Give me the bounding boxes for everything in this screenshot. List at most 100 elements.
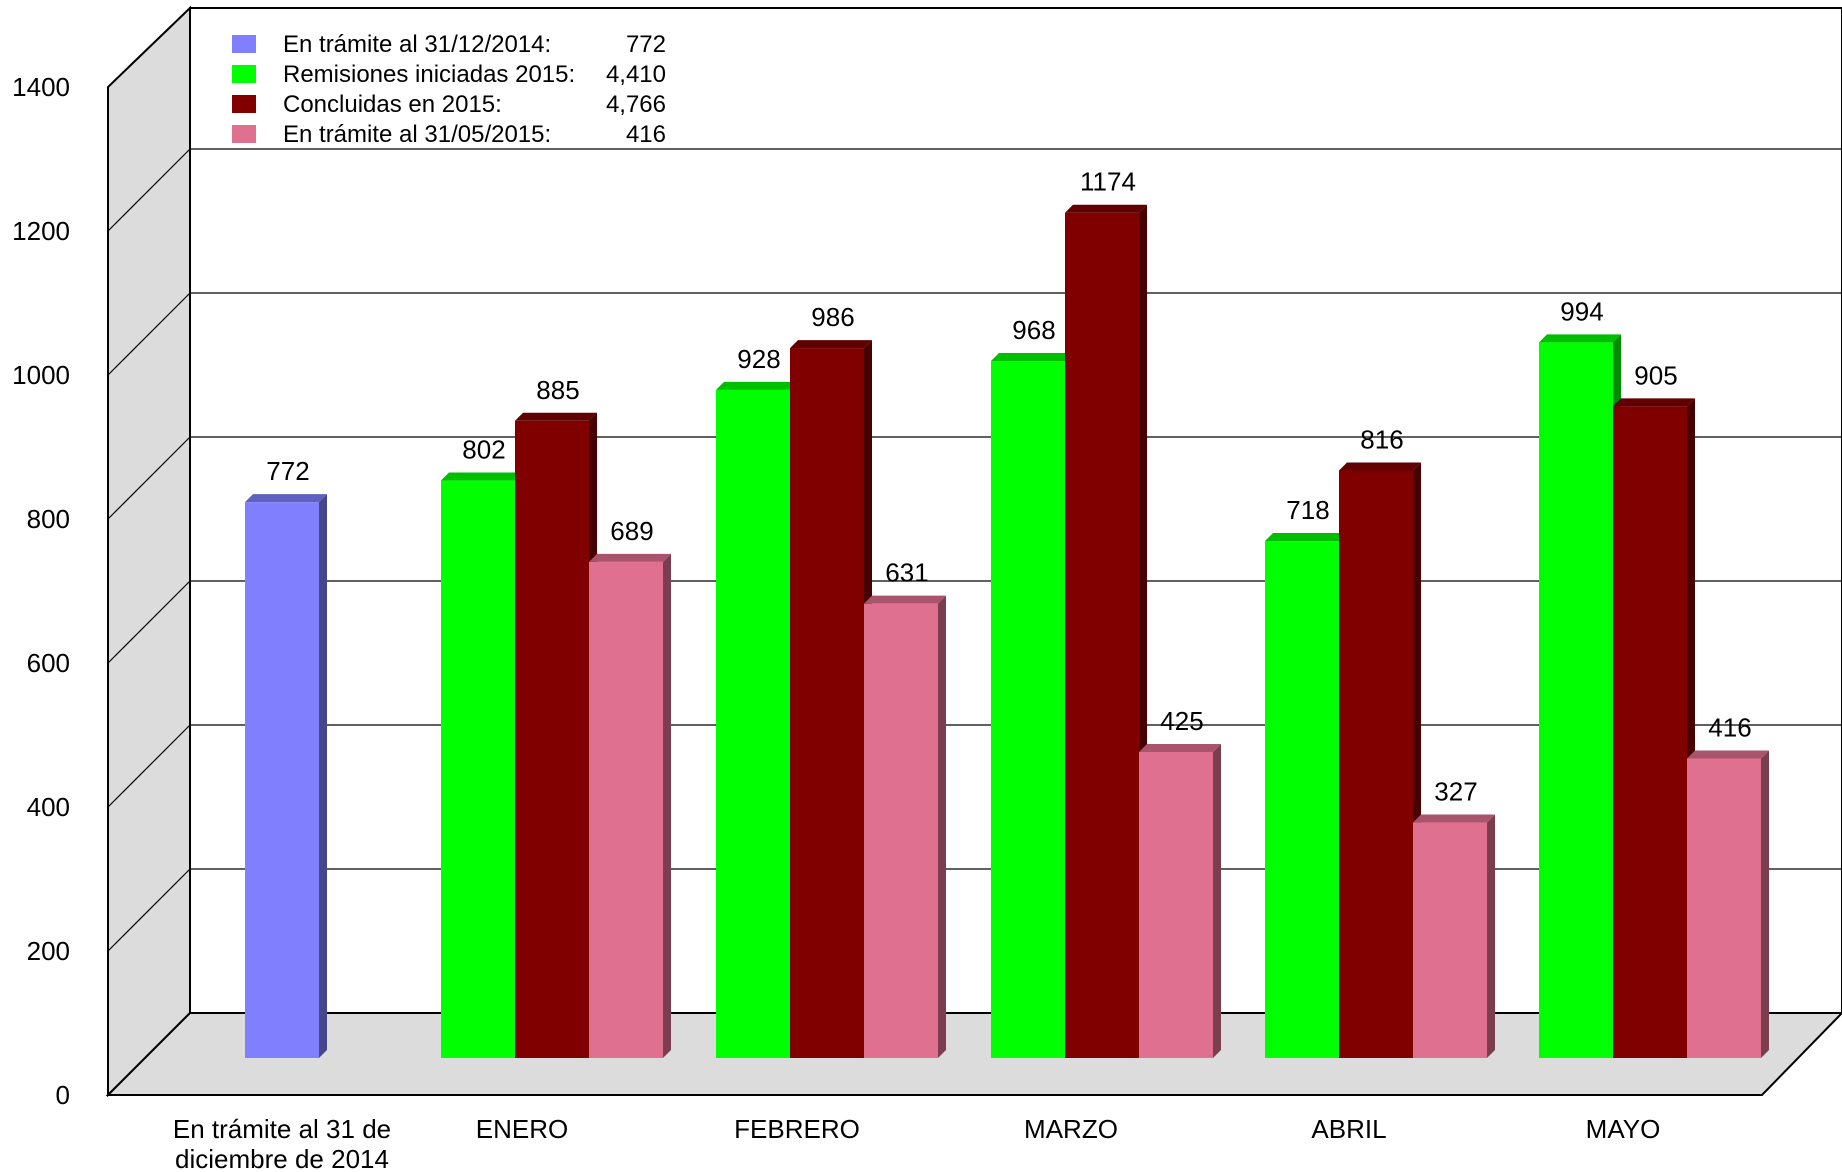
data-label: 327 bbox=[1434, 777, 1477, 807]
data-label: 802 bbox=[462, 435, 505, 465]
category-label-line: ABRIL bbox=[1311, 1114, 1386, 1144]
category-label: MAYO bbox=[1586, 1114, 1661, 1144]
bar-front bbox=[864, 603, 938, 1058]
category-label-line: MARZO bbox=[1024, 1114, 1118, 1144]
bar-side bbox=[663, 553, 671, 1058]
bar-front bbox=[790, 348, 864, 1059]
data-label: 1174 bbox=[1080, 167, 1136, 197]
bar-side bbox=[1213, 744, 1221, 1058]
bar-top bbox=[441, 472, 523, 481]
category-label: FEBRERO bbox=[734, 1114, 860, 1144]
data-label: 986 bbox=[811, 302, 854, 332]
y-tick-label: 1000 bbox=[12, 360, 70, 390]
bar-3-2 bbox=[1065, 204, 1147, 1059]
category-label-line: ENERO bbox=[476, 1114, 568, 1144]
legend-total: 4,410 bbox=[606, 61, 666, 88]
bar-front bbox=[1339, 470, 1413, 1059]
bar-front bbox=[991, 361, 1065, 1058]
bar-front bbox=[515, 420, 589, 1058]
bar-front bbox=[1687, 758, 1761, 1058]
y-tick-label: 0 bbox=[56, 1080, 70, 1110]
y-tick-label: 800 bbox=[27, 504, 70, 534]
bar-top bbox=[1687, 750, 1769, 759]
legend-swatch bbox=[232, 35, 256, 53]
bar-top bbox=[716, 381, 798, 390]
category-label: ENERO bbox=[476, 1114, 568, 1144]
bar-side bbox=[1761, 750, 1769, 1058]
legend-label: En trámite al 31/12/2014: bbox=[283, 31, 551, 58]
bar-top bbox=[1065, 204, 1147, 213]
bar-front bbox=[589, 561, 663, 1058]
bar-5-3 bbox=[1687, 750, 1769, 1058]
bar-top bbox=[1139, 744, 1221, 752]
category-label-line: FEBRERO bbox=[734, 1114, 860, 1144]
legend-label: Remisiones iniciadas 2015: bbox=[283, 61, 575, 88]
bar-top bbox=[1613, 398, 1695, 407]
bar-top bbox=[1265, 533, 1347, 542]
category-label-line: En trámite al 31 de bbox=[173, 1114, 391, 1144]
category-label: En trámite al 31 de diciembre de 2014 bbox=[173, 1114, 391, 1172]
bar-2-2 bbox=[790, 340, 872, 1059]
bar-top bbox=[1339, 462, 1421, 471]
bar-side bbox=[938, 595, 946, 1058]
bar-front bbox=[1139, 752, 1213, 1058]
bar-1-3 bbox=[589, 553, 671, 1058]
bar-top bbox=[864, 595, 946, 604]
bar-top bbox=[1413, 814, 1495, 823]
y-tick-label: 400 bbox=[27, 792, 70, 822]
legend-swatch bbox=[232, 125, 256, 143]
category-label: MARZO bbox=[1024, 1114, 1118, 1144]
bar-2-1 bbox=[716, 381, 798, 1059]
bar-4-3 bbox=[1413, 814, 1495, 1058]
bar-top bbox=[245, 494, 327, 503]
gridline-side bbox=[107, 292, 191, 376]
bar-front bbox=[716, 389, 790, 1059]
bar-3-1 bbox=[991, 353, 1073, 1058]
bar-front bbox=[1413, 822, 1487, 1058]
bar-top bbox=[1539, 334, 1621, 343]
gridline-side bbox=[107, 436, 191, 520]
bar-1-2 bbox=[515, 412, 597, 1058]
bar-5-1 bbox=[1539, 334, 1621, 1058]
data-label: 631 bbox=[885, 558, 928, 588]
data-label: 772 bbox=[266, 456, 309, 486]
y-tick-label: 1400 bbox=[12, 72, 70, 102]
bar-side bbox=[319, 494, 327, 1058]
bar-front bbox=[245, 502, 319, 1058]
category-label-line: MAYO bbox=[1586, 1114, 1661, 1144]
bar-top bbox=[515, 412, 597, 421]
bar-front bbox=[1065, 212, 1139, 1059]
bar-front bbox=[1539, 342, 1613, 1058]
data-label: 905 bbox=[1634, 360, 1677, 390]
y-tick-label: 200 bbox=[27, 936, 70, 966]
gridline-side bbox=[107, 868, 191, 952]
data-label: 885 bbox=[536, 375, 579, 405]
legend-label: En trámite al 31/05/2015: bbox=[283, 121, 551, 148]
legend-total: 772 bbox=[626, 31, 666, 58]
data-label: 928 bbox=[737, 344, 780, 374]
category-label: ABRIL bbox=[1311, 1114, 1386, 1144]
data-label: 968 bbox=[1012, 315, 1055, 345]
bar-side bbox=[1487, 814, 1495, 1058]
bar-top bbox=[589, 553, 671, 562]
bar-top bbox=[991, 353, 1073, 362]
bar-0-0 bbox=[245, 494, 327, 1058]
gridline-side bbox=[107, 724, 191, 808]
legend-label: Concluidas en 2015: bbox=[283, 91, 502, 118]
bar-4-2 bbox=[1339, 462, 1421, 1059]
data-label: 425 bbox=[1160, 706, 1203, 736]
bar-1-1 bbox=[441, 472, 523, 1058]
legend-swatch bbox=[232, 95, 256, 113]
y-tick-label: 600 bbox=[27, 648, 70, 678]
data-label: 816 bbox=[1360, 424, 1403, 454]
bar-top bbox=[790, 340, 872, 349]
y-tick-label: 1200 bbox=[12, 216, 70, 246]
gridline-side bbox=[107, 580, 191, 664]
data-label: 994 bbox=[1560, 296, 1603, 326]
legend-total: 4,766 bbox=[606, 91, 666, 118]
bar-front bbox=[441, 480, 515, 1058]
legend-total: 416 bbox=[626, 121, 666, 148]
category-label-line: diciembre de 2014 bbox=[175, 1144, 389, 1172]
bar-front bbox=[1613, 406, 1687, 1058]
